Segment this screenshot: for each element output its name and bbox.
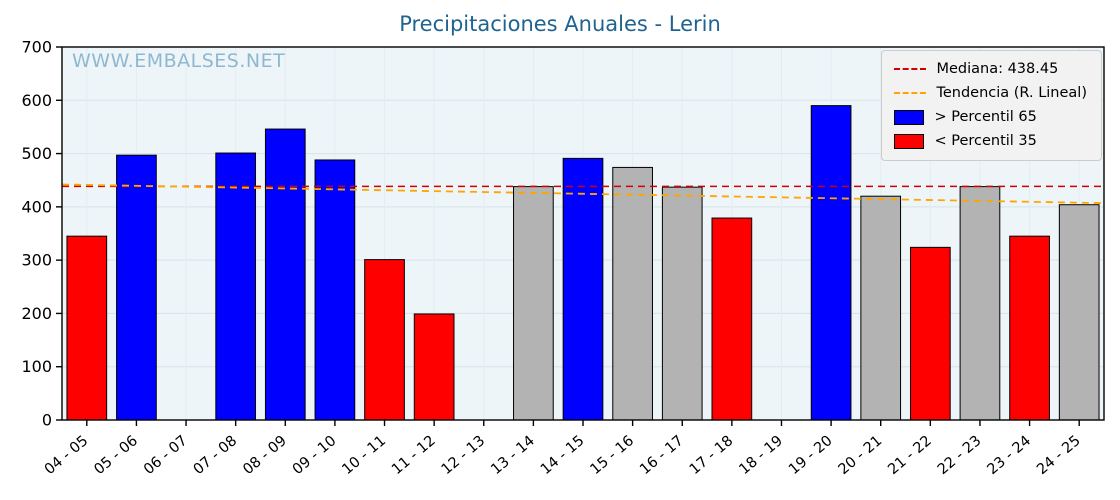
percentile-65-swatch — [894, 109, 925, 125]
y-tick-label: 500 — [21, 144, 52, 163]
bar-11-12 — [413, 313, 455, 421]
bar-19-20 — [810, 105, 852, 421]
y-tick-label: 100 — [21, 357, 52, 376]
percentile-35-swatch — [894, 133, 925, 149]
legend-item-median: Mediana: 438.45 — [894, 61, 1087, 77]
legend-item-percentile-35: < Percentil 35 — [894, 133, 1087, 149]
x-tick-label: 17 - 18 — [687, 433, 737, 478]
bar-24-25 — [1058, 204, 1100, 421]
x-tick-label: 14 - 15 — [538, 433, 588, 478]
bar-17-18 — [711, 217, 753, 421]
bar-04-05 — [66, 235, 108, 421]
bar-07-08 — [215, 152, 257, 421]
legend-item-trend: Tendencia (R. Lineal) — [894, 85, 1087, 101]
y-tick-label: 200 — [21, 304, 52, 323]
x-tick-label: 10 - 11 — [339, 433, 389, 478]
y-tick-label: 700 — [21, 38, 52, 57]
watermark: WWW.EMBALSES.NET — [72, 50, 286, 72]
bar-09-10 — [314, 159, 356, 421]
chart-title: Precipitaciones Anuales - Lerin — [399, 12, 721, 36]
x-tick-label: 19 - 20 — [786, 433, 836, 478]
x-tick-label: 15 - 16 — [588, 433, 638, 478]
bar-22-23 — [959, 186, 1001, 421]
bar-15-16 — [612, 166, 653, 421]
bar-21-22 — [909, 246, 951, 421]
x-tick-label: 05 - 06 — [91, 433, 141, 478]
y-tick-label: 300 — [21, 251, 52, 270]
bar-20-21 — [860, 195, 902, 421]
x-tick-label: 04 - 05 — [42, 433, 92, 478]
x-tick-label: 13 - 14 — [488, 433, 538, 478]
x-tick-label: 11 - 12 — [389, 433, 439, 478]
bar-05-06 — [116, 154, 157, 421]
bar-08-09 — [264, 128, 306, 421]
legend-label-percentile-65: > Percentil 65 — [934, 109, 1037, 125]
y-tick-label: 600 — [21, 91, 52, 110]
x-tick-label: 08 - 09 — [240, 433, 290, 478]
legend: Mediana: 438.45 Tendencia (R. Lineal) > … — [881, 50, 1102, 161]
bar-23-24 — [1009, 235, 1050, 421]
x-tick-label: 06 - 07 — [141, 433, 191, 478]
trend-line — [61, 183, 1105, 205]
bar-10-11 — [364, 259, 405, 421]
x-tick-label: 16 - 17 — [637, 433, 687, 478]
legend-label-percentile-35: < Percentil 35 — [934, 133, 1037, 149]
y-tick-label: 0 — [42, 411, 52, 430]
x-tick-label: 24 - 25 — [1034, 433, 1084, 478]
legend-item-percentile-65: > Percentil 65 — [894, 109, 1087, 125]
trend-line-swatch — [894, 92, 927, 94]
x-tick-label: 12 - 13 — [439, 433, 489, 478]
x-tick-label: 21 - 22 — [885, 433, 935, 478]
x-tick-label: 09 - 10 — [290, 433, 340, 478]
median-line-swatch — [894, 68, 927, 70]
x-tick-label: 20 - 21 — [836, 433, 886, 478]
x-tick-label: 18 - 19 — [736, 433, 786, 478]
legend-label-median: Mediana: 438.45 — [936, 61, 1059, 77]
y-tick-label: 400 — [21, 197, 52, 216]
x-tick-label: 22 - 23 — [935, 433, 985, 478]
bar-13-14 — [513, 186, 554, 421]
legend-label-trend: Tendencia (R. Lineal) — [936, 85, 1087, 101]
x-tick-label: 23 - 24 — [985, 433, 1035, 478]
bar-14-15 — [562, 157, 604, 421]
x-tick-label: 07 - 08 — [191, 433, 241, 478]
bar-16-17 — [661, 186, 703, 421]
